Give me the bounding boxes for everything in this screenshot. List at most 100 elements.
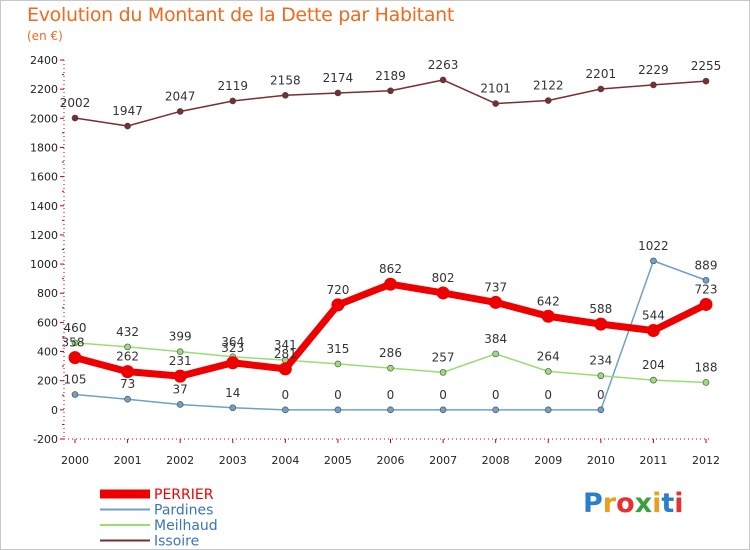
- data-label: 37: [173, 382, 188, 396]
- data-label: 720: [326, 283, 349, 297]
- data-point: [544, 406, 552, 414]
- logo-letter: t: [661, 488, 675, 519]
- data-label: 544: [642, 309, 665, 323]
- data-label: 737: [484, 280, 507, 294]
- x-tick-label: 2001: [114, 454, 142, 467]
- data-point: [541, 309, 555, 323]
- y-tick-label: 800: [37, 287, 58, 300]
- y-tick-label: 0: [51, 404, 58, 417]
- data-label: 264: [537, 349, 560, 363]
- data-point: [334, 406, 342, 414]
- y-tick-label: 1600: [30, 171, 58, 184]
- data-point: [282, 406, 289, 414]
- y-tick-label: 2200: [30, 83, 58, 96]
- data-point: [282, 91, 289, 99]
- x-tick-label: 2002: [166, 454, 194, 467]
- data-point: [492, 100, 499, 107]
- data-label: 2174: [323, 71, 354, 85]
- chart-title: Evolution du Montant de la Dette par Hab…: [27, 4, 455, 26]
- y-tick-label: 200: [37, 375, 58, 388]
- data-label: 2229: [638, 63, 669, 77]
- chart-axes: -200020040060080010001200140016001800200…: [30, 54, 720, 467]
- data-label: 73: [120, 377, 135, 391]
- x-tick-label: 2007: [429, 454, 457, 467]
- data-point: [544, 97, 552, 104]
- data-point: [229, 404, 237, 412]
- logo-letter: i: [674, 488, 684, 519]
- data-label: 802: [432, 271, 455, 285]
- data-point: [124, 343, 131, 351]
- data-label: 0: [597, 388, 605, 402]
- data-label: 358: [62, 336, 85, 350]
- proxiti-logo: Proxiti: [583, 488, 684, 519]
- data-point: [226, 356, 240, 370]
- chart-series: [68, 76, 713, 414]
- data-point: [597, 372, 605, 380]
- data-point: [387, 364, 394, 372]
- data-label: 14: [225, 386, 240, 400]
- y-tick-label: 400: [37, 346, 58, 359]
- data-label: 1947: [112, 104, 143, 118]
- data-label: 188: [695, 360, 718, 374]
- data-label: 231: [169, 354, 192, 368]
- data-point: [699, 297, 713, 311]
- logo-letter: x: [634, 488, 653, 519]
- data-label: 2002: [60, 96, 91, 110]
- data-point: [278, 362, 292, 376]
- data-label: 341: [274, 338, 297, 352]
- data-point: [384, 277, 397, 291]
- data-point: [646, 324, 660, 338]
- data-label: 2263: [428, 58, 459, 72]
- logo-letter: o: [616, 488, 635, 519]
- data-label: 286: [379, 346, 402, 360]
- data-point: [334, 89, 342, 97]
- data-point: [702, 379, 710, 386]
- data-point: [387, 87, 394, 95]
- data-label: 1022: [638, 239, 669, 253]
- data-point: [702, 276, 710, 284]
- data-label: 0: [387, 388, 395, 402]
- data-point: [492, 350, 499, 358]
- data-point: [492, 406, 499, 414]
- data-label: 460: [64, 321, 87, 335]
- x-tick-label: 2000: [61, 454, 89, 467]
- data-label: 2189: [375, 69, 406, 83]
- data-point: [650, 81, 657, 89]
- x-tick-label: 2005: [324, 454, 352, 467]
- legend-label: Pardines: [154, 503, 213, 519]
- data-point: [71, 391, 79, 398]
- data-point: [702, 77, 710, 85]
- data-point: [331, 298, 345, 312]
- x-tick-label: 2003: [219, 454, 247, 467]
- data-label: 257: [432, 350, 455, 364]
- x-tick-label: 2011: [639, 454, 667, 467]
- chart-unit: (en €): [27, 29, 63, 43]
- y-tick-label: 1400: [30, 200, 58, 213]
- x-tick-label: 2012: [692, 454, 720, 467]
- y-tick-label: 1800: [30, 141, 58, 154]
- data-label: 2201: [586, 67, 617, 81]
- y-tick-label: 1000: [30, 258, 58, 271]
- data-point: [176, 401, 184, 408]
- y-tick-label: 600: [37, 316, 58, 329]
- data-point: [176, 348, 184, 355]
- y-tick-label: 2400: [30, 54, 58, 67]
- y-tick-label: 1200: [30, 229, 58, 242]
- data-label: 399: [169, 330, 192, 344]
- data-label: 384: [484, 332, 507, 346]
- data-point: [439, 406, 447, 414]
- data-label: 432: [116, 325, 139, 339]
- data-label: 204: [642, 358, 665, 372]
- data-point: [594, 317, 608, 331]
- data-label: 642: [537, 294, 560, 308]
- legend-label: PERRIER: [154, 487, 214, 503]
- data-point: [650, 376, 657, 384]
- data-label: 281: [274, 347, 297, 361]
- data-label: 323: [221, 341, 244, 355]
- data-label: 862: [379, 262, 402, 276]
- x-tick-label: 2006: [377, 454, 405, 467]
- data-point: [387, 406, 394, 414]
- logo-letter: r: [602, 488, 617, 519]
